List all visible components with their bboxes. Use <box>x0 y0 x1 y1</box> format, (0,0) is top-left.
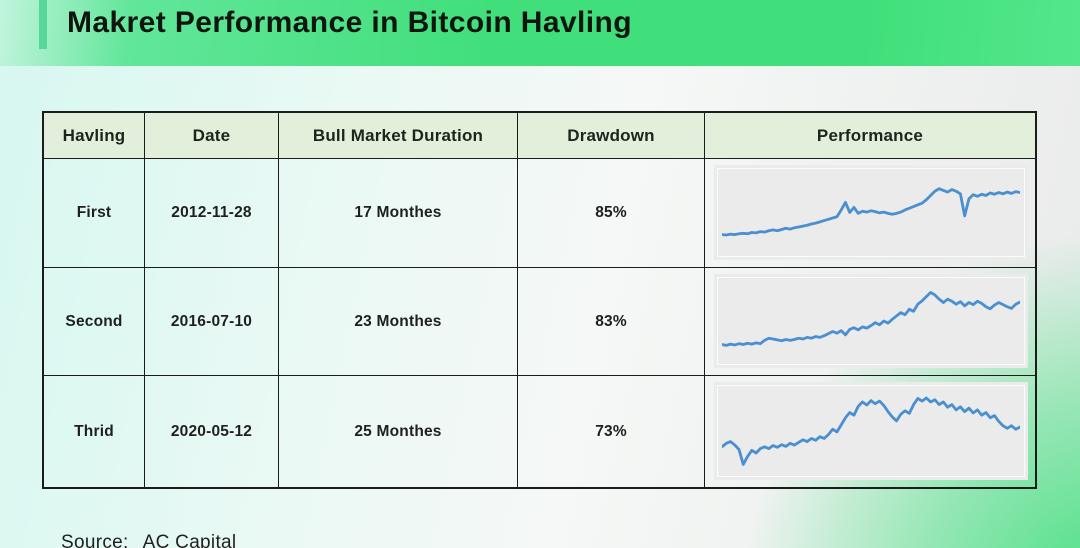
sparkline-chart-first <box>722 170 1020 255</box>
duration-cell-second: 23 Monthes <box>279 268 518 376</box>
page-title: Makret Performance in Bitcoin Havling <box>67 6 632 39</box>
source-note: Source: AC Capital <box>61 532 236 548</box>
performance-cell-third <box>705 376 1035 487</box>
havling-cell-first: First <box>44 159 145 268</box>
source-label: Source: <box>61 532 129 548</box>
duration-cell-first: 17 Monthes <box>279 159 518 268</box>
drawdown-cell-third: 73% <box>518 376 705 487</box>
date-cell-second: 2016-07-10 <box>145 268 279 376</box>
performance-cell-first <box>705 159 1035 268</box>
date-cell-first: 2012-11-28 <box>145 159 279 268</box>
sparkline-chart-second <box>722 279 1020 363</box>
havling-table: Havling Date Bull Market Duration Drawdo… <box>42 111 1037 489</box>
col-header-bull-market-duration: Bull Market Duration <box>279 113 518 159</box>
date-cell-third: 2020-05-12 <box>145 376 279 487</box>
sparkline-chart-third <box>722 387 1020 475</box>
havling-cell-third: Thrid <box>44 376 145 487</box>
performance-cell-second <box>705 268 1035 376</box>
title-band: Makret Performance in Bitcoin Havling <box>0 0 1080 66</box>
col-header-performance: Performance <box>705 113 1035 159</box>
sparkline-panel-second <box>714 274 1028 368</box>
sparkline-panel-third <box>714 382 1028 480</box>
havling-cell-second: Second <box>44 268 145 376</box>
duration-cell-third: 25 Monthes <box>279 376 518 487</box>
sparkline-panel-first <box>714 165 1028 260</box>
title-accent-bar <box>39 0 47 49</box>
source-value: AC Capital <box>142 532 237 548</box>
drawdown-cell-first: 85% <box>518 159 705 268</box>
drawdown-cell-second: 83% <box>518 268 705 376</box>
col-header-drawdown: Drawdown <box>518 113 705 159</box>
col-header-date: Date <box>145 113 279 159</box>
col-header-havling: Havling <box>44 113 145 159</box>
